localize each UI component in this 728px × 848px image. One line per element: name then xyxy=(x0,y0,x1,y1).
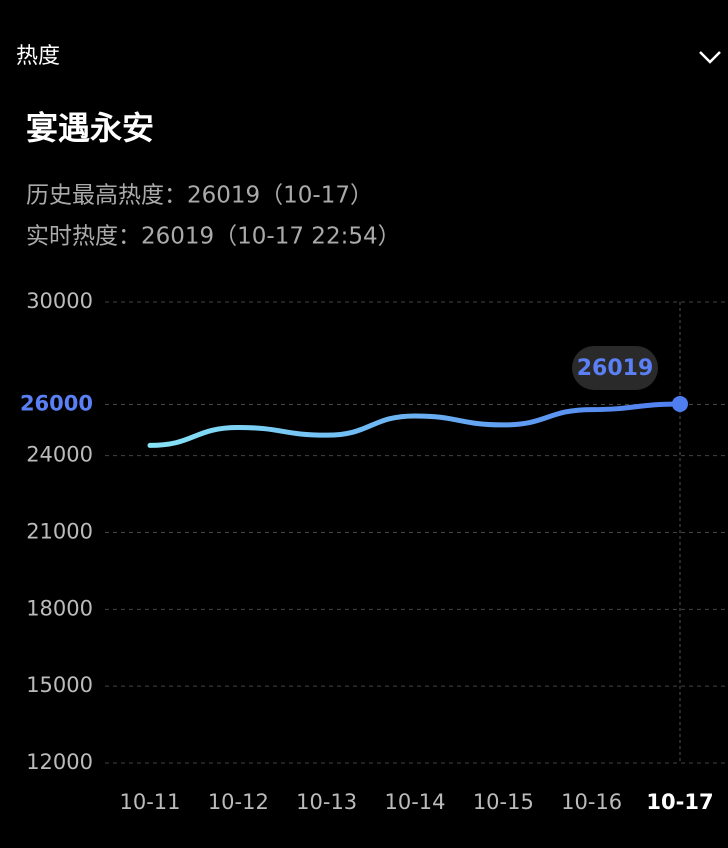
x-tick-label: 10-16 xyxy=(561,790,622,814)
y-tick-label: 21000 xyxy=(26,520,93,544)
y-tick-label: 26000 xyxy=(20,391,93,415)
x-tick-label: 10-13 xyxy=(296,790,357,814)
value-label: 26019 xyxy=(577,356,654,381)
header-title: 热度 xyxy=(16,44,60,69)
x-tick-label: 10-12 xyxy=(208,790,269,814)
x-tick-label: 10-11 xyxy=(119,790,180,814)
current-point xyxy=(672,395,688,412)
peak-heat: 历史最高热度：26019（10-17） xyxy=(26,183,373,209)
realtime-heat: 实时热度：26019（10-17 22:54） xyxy=(26,224,401,250)
topic-title: 宴遇永安 xyxy=(26,109,154,147)
value-bubble xyxy=(572,345,658,390)
y-tick-label: 30000 xyxy=(26,289,93,313)
collapse-chevron[interactable] xyxy=(699,51,721,64)
y-tick-label: 15000 xyxy=(26,673,93,697)
y-tick-label: 24000 xyxy=(26,443,93,467)
y-tick-label: 12000 xyxy=(26,750,93,774)
x-tick-label: 10-17 xyxy=(646,790,713,814)
heat-line xyxy=(147,401,683,448)
x-tick-label: 10-14 xyxy=(384,790,445,814)
x-tick-label: 10-15 xyxy=(473,790,534,814)
y-tick-label: 18000 xyxy=(26,596,93,620)
